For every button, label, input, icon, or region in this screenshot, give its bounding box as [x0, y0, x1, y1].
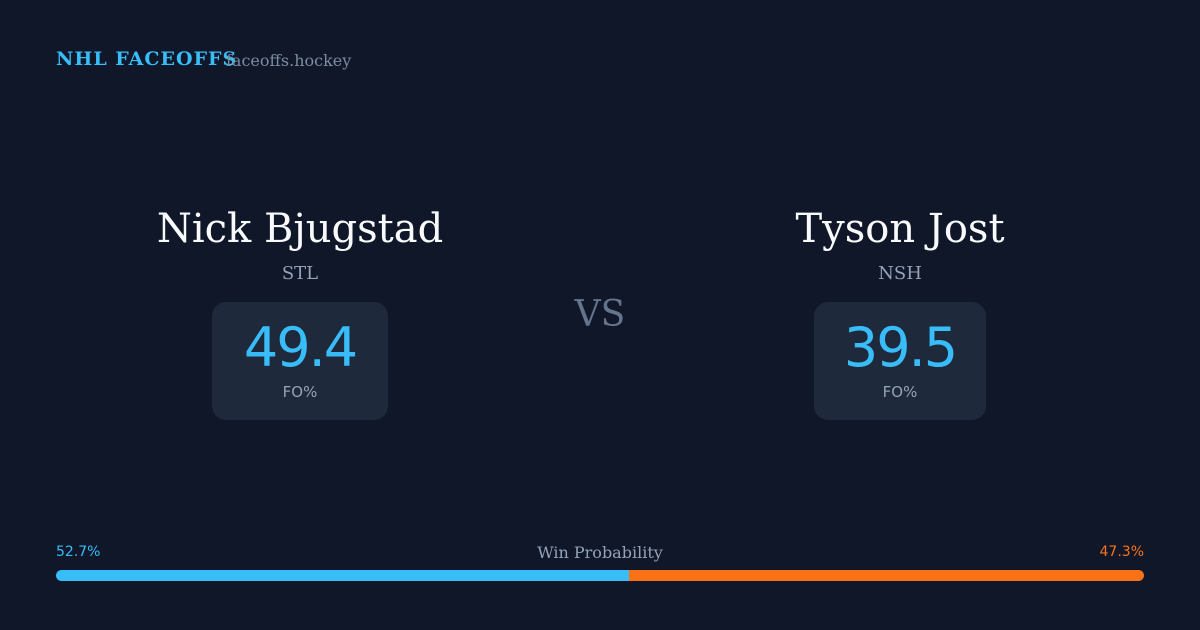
versus: VS	[574, 294, 626, 335]
stat-label: FO%	[282, 383, 318, 401]
probability-title: Win Probability	[537, 543, 663, 562]
stat-card: 39.5 FO%	[814, 302, 986, 420]
player-name: Nick Bjugstad	[156, 206, 444, 252]
stat-value: 49.4	[243, 316, 358, 379]
stat-label: FO%	[882, 383, 918, 401]
player-team: STL	[281, 263, 319, 284]
player-name: Tyson Jost	[795, 206, 1005, 252]
right-segment	[629, 570, 1144, 581]
brand-title: NHL FACEOFFS	[56, 48, 238, 70]
player-team: NSH	[878, 263, 922, 284]
site-url: faceoffs.hockey	[226, 51, 352, 70]
right-probability: 47.3%	[1099, 544, 1144, 560]
stat-value: 39.5	[843, 316, 958, 379]
left-segment	[56, 570, 630, 581]
left-probability: 52.7%	[56, 544, 101, 560]
stat-card: 49.4 FO%	[212, 302, 388, 420]
probability-bar	[56, 570, 1144, 581]
